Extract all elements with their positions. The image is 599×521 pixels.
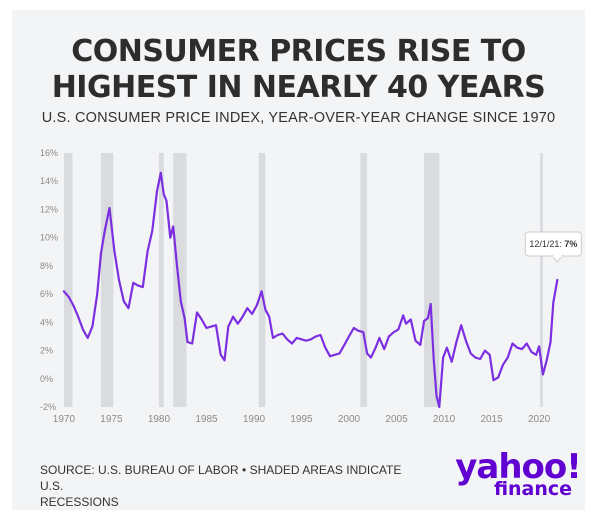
y-tick-label: 10% <box>40 233 58 243</box>
source-line-1: SOURCE: U.S. BUREAU OF LABOR • SHADED AR… <box>40 463 402 493</box>
recession-band-6 <box>424 153 440 407</box>
y-tick-label: 0% <box>40 374 53 384</box>
recession-band-1 <box>100 153 114 407</box>
yahoo-finance-logo: yahoo! finance <box>453 447 583 500</box>
y-tick-label: 14% <box>40 176 58 186</box>
page-title: CONSUMER PRICES RISE TO HIGHEST IN NEARL… <box>12 34 585 106</box>
y-tick-label: 12% <box>40 204 58 214</box>
logo-wordmark-finance: finance <box>493 478 573 500</box>
x-tick-label: 2010 <box>433 414 456 425</box>
x-tick-label: 2020 <box>528 414 551 425</box>
cpi-series <box>62 171 559 409</box>
x-tick-label: 1995 <box>290 414 313 425</box>
x-tick-label: 2005 <box>385 414 408 425</box>
callout-text: 12/1/21: 7% <box>529 239 577 249</box>
callout-value: 7% <box>564 239 577 249</box>
recession-band-4 <box>258 153 266 407</box>
source-note: SOURCE: U.S. BUREAU OF LABOR • SHADED AR… <box>40 462 420 510</box>
latest-value-callout: 12/1/21: 7% <box>524 231 582 263</box>
y-tick-label: 4% <box>40 317 53 327</box>
source-line-2: RECESSIONS <box>40 495 119 509</box>
x-tick-label: 1975 <box>100 414 123 425</box>
recession-band-5 <box>360 153 368 407</box>
title-line-1: CONSUMER PRICES RISE TO <box>71 34 526 69</box>
x-tick-label: 2000 <box>338 414 361 425</box>
recession-bands <box>63 153 543 407</box>
subtitle: U.S. CONSUMER PRICE INDEX, YEAR-OVER-YEA… <box>41 110 556 126</box>
y-tick-label: 16% <box>40 148 58 158</box>
chart-axes: -2% 0% 2% 4% 6% 8% 10% 12% 14% 16% 1970 1975 1980 198… <box>40 148 551 425</box>
recession-band-3 <box>173 153 187 407</box>
x-tick-label: 1985 <box>195 414 218 425</box>
y-tick-label: -2% <box>40 402 56 412</box>
y-tick-label: 6% <box>40 289 53 299</box>
infographic-card: CONSUMER PRICES RISE TO HIGHEST IN NEARL… <box>12 10 585 510</box>
cpi-line <box>62 171 559 409</box>
cpi-line-chart: -2% 0% 2% 4% 6% 8% 10% 12% 14% 16% 1970 1975 1980 198… <box>40 148 582 425</box>
logo-wordmark-yahoo: yahoo! <box>455 447 582 487</box>
recession-band-0 <box>63 153 73 407</box>
recession-band-7 <box>540 153 543 407</box>
x-tick-label: 1970 <box>53 414 76 425</box>
x-tick-label: 2015 <box>480 414 503 425</box>
recession-band-2 <box>158 153 164 407</box>
callout-date: 12/1/21: <box>529 239 564 249</box>
x-tick-label: 1980 <box>148 414 171 425</box>
y-tick-label: 2% <box>40 346 53 356</box>
title-line-2: HIGHEST IN NEARLY 40 YEARS <box>51 70 546 105</box>
y-tick-label: 8% <box>40 261 53 271</box>
x-tick-label: 1990 <box>243 414 266 425</box>
